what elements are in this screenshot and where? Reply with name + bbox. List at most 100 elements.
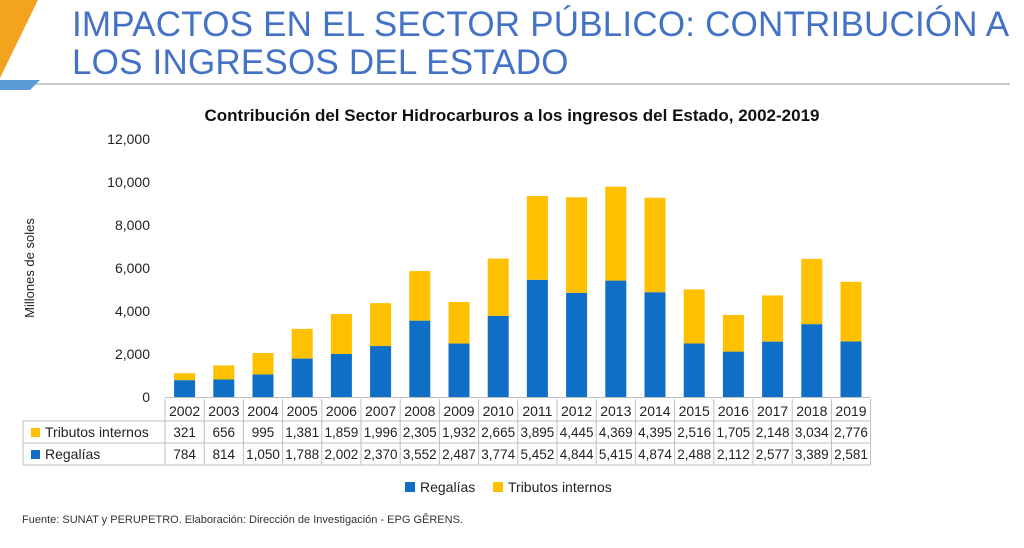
data-label: 4,369 <box>599 425 633 440</box>
data-label: 321 <box>173 425 196 440</box>
bar-tributos <box>566 197 588 293</box>
data-label: 2,577 <box>756 447 790 462</box>
bar-regalias <box>526 279 548 397</box>
bar-regalias <box>566 292 588 397</box>
x-tick-label: 2003 <box>208 403 239 419</box>
y-tick-label: 2,000 <box>115 346 150 362</box>
bar-tributos <box>722 314 744 352</box>
bar-regalias <box>605 280 627 397</box>
bar-regalias <box>409 320 431 397</box>
data-label: 4,874 <box>638 447 672 462</box>
bar-regalias <box>252 374 274 397</box>
y-tick-label: 6,000 <box>115 260 150 276</box>
x-tick-label: 2013 <box>600 403 631 419</box>
bar-tributos <box>330 313 352 354</box>
data-label: 3,895 <box>521 425 555 440</box>
data-label: 3,774 <box>481 447 515 462</box>
bar-tributos <box>762 295 784 342</box>
x-tick-label: 2014 <box>639 403 670 419</box>
data-label: 1,996 <box>364 425 398 440</box>
data-label: 814 <box>213 447 236 462</box>
data-label: 1,788 <box>285 447 319 462</box>
bar-tributos <box>840 281 862 342</box>
data-label: 2,305 <box>403 425 437 440</box>
legend-label: Tributos internos <box>508 479 612 495</box>
bar-tributos <box>683 289 705 344</box>
bar-tributos <box>213 365 235 380</box>
title-underline <box>0 80 1010 90</box>
bar-regalias <box>840 341 862 397</box>
data-label: 2,370 <box>364 447 398 462</box>
x-tick-label: 2016 <box>718 403 749 419</box>
x-tick-label: 2008 <box>404 403 435 419</box>
legend-key <box>493 482 503 492</box>
bar-tributos <box>174 373 196 381</box>
chart-title: Contribución del Sector Hidrocarburos a … <box>204 106 820 125</box>
data-label: 3,034 <box>795 425 829 440</box>
table-legend-key <box>31 450 40 459</box>
bar-regalias <box>722 351 744 397</box>
x-tick-label: 2011 <box>522 403 552 419</box>
x-tick-label: 2004 <box>247 403 278 419</box>
bar-regalias <box>683 343 705 397</box>
y-tick-label: 8,000 <box>115 217 150 233</box>
data-label: 2,776 <box>834 425 868 440</box>
data-label: 5,415 <box>599 447 633 462</box>
y-tick-label: 4,000 <box>115 303 150 319</box>
y-tick-label: 12,000 <box>107 131 150 147</box>
x-tick-label: 2017 <box>757 403 788 419</box>
data-label: 2,488 <box>677 447 711 462</box>
x-tick-label: 2019 <box>835 403 866 419</box>
x-tick-label: 2007 <box>365 403 396 419</box>
table-row-label: Regalías <box>45 446 100 462</box>
page-title: IMPACTOS EN EL SECTOR PÚBLICO: CONTRIBUC… <box>72 5 1008 82</box>
x-tick-label: 2010 <box>483 403 514 419</box>
bar-tributos <box>291 328 313 359</box>
x-tick-label: 2009 <box>443 403 474 419</box>
data-label: 5,452 <box>521 447 555 462</box>
data-label: 3,552 <box>403 447 437 462</box>
bar-tributos <box>605 186 627 281</box>
data-label: 2,516 <box>677 425 711 440</box>
bar-tributos <box>448 301 470 344</box>
bar-tributos <box>370 303 392 347</box>
y-tick-label: 10,000 <box>107 174 150 190</box>
y-tick-label: 0 <box>142 389 150 405</box>
bar-tributos <box>644 197 666 293</box>
data-label: 1,932 <box>442 425 476 440</box>
bar-regalias <box>644 292 666 397</box>
data-label: 2,665 <box>481 425 515 440</box>
x-tick-label: 2015 <box>679 403 710 419</box>
bar-tributos <box>526 196 548 280</box>
bar-tributos <box>801 258 823 325</box>
bar-regalias <box>291 358 313 397</box>
x-tick-label: 2018 <box>796 403 827 419</box>
bar-tributos <box>487 258 509 316</box>
data-label: 4,445 <box>560 425 594 440</box>
data-label: 4,395 <box>638 425 672 440</box>
data-label: 784 <box>173 447 196 462</box>
bar-tributos <box>252 353 274 375</box>
bar-regalias <box>801 324 823 397</box>
data-label: 995 <box>252 425 275 440</box>
data-label: 1,859 <box>325 425 359 440</box>
bar-regalias <box>213 379 235 397</box>
data-label: 3,389 <box>795 447 829 462</box>
data-label: 1,381 <box>285 425 319 440</box>
bar-regalias <box>330 353 352 397</box>
x-tick-label: 2002 <box>169 403 200 419</box>
legend-key <box>405 482 415 492</box>
table-legend-key <box>31 428 40 437</box>
data-label: 2,487 <box>442 447 476 462</box>
data-label: 2,112 <box>717 447 750 462</box>
bar-tributos <box>409 271 431 321</box>
x-tick-label: 2012 <box>561 403 592 419</box>
accent-triangle <box>0 0 38 78</box>
data-label: 4,844 <box>560 447 594 462</box>
data-label: 1,050 <box>246 447 280 462</box>
legend-label: Regalías <box>420 479 475 495</box>
source-note: Fuente: SUNAT y PERUPETRO. Elaboración: … <box>22 514 463 526</box>
data-label: 1,705 <box>717 425 751 440</box>
table-row-label: Tributos internos <box>45 424 149 440</box>
